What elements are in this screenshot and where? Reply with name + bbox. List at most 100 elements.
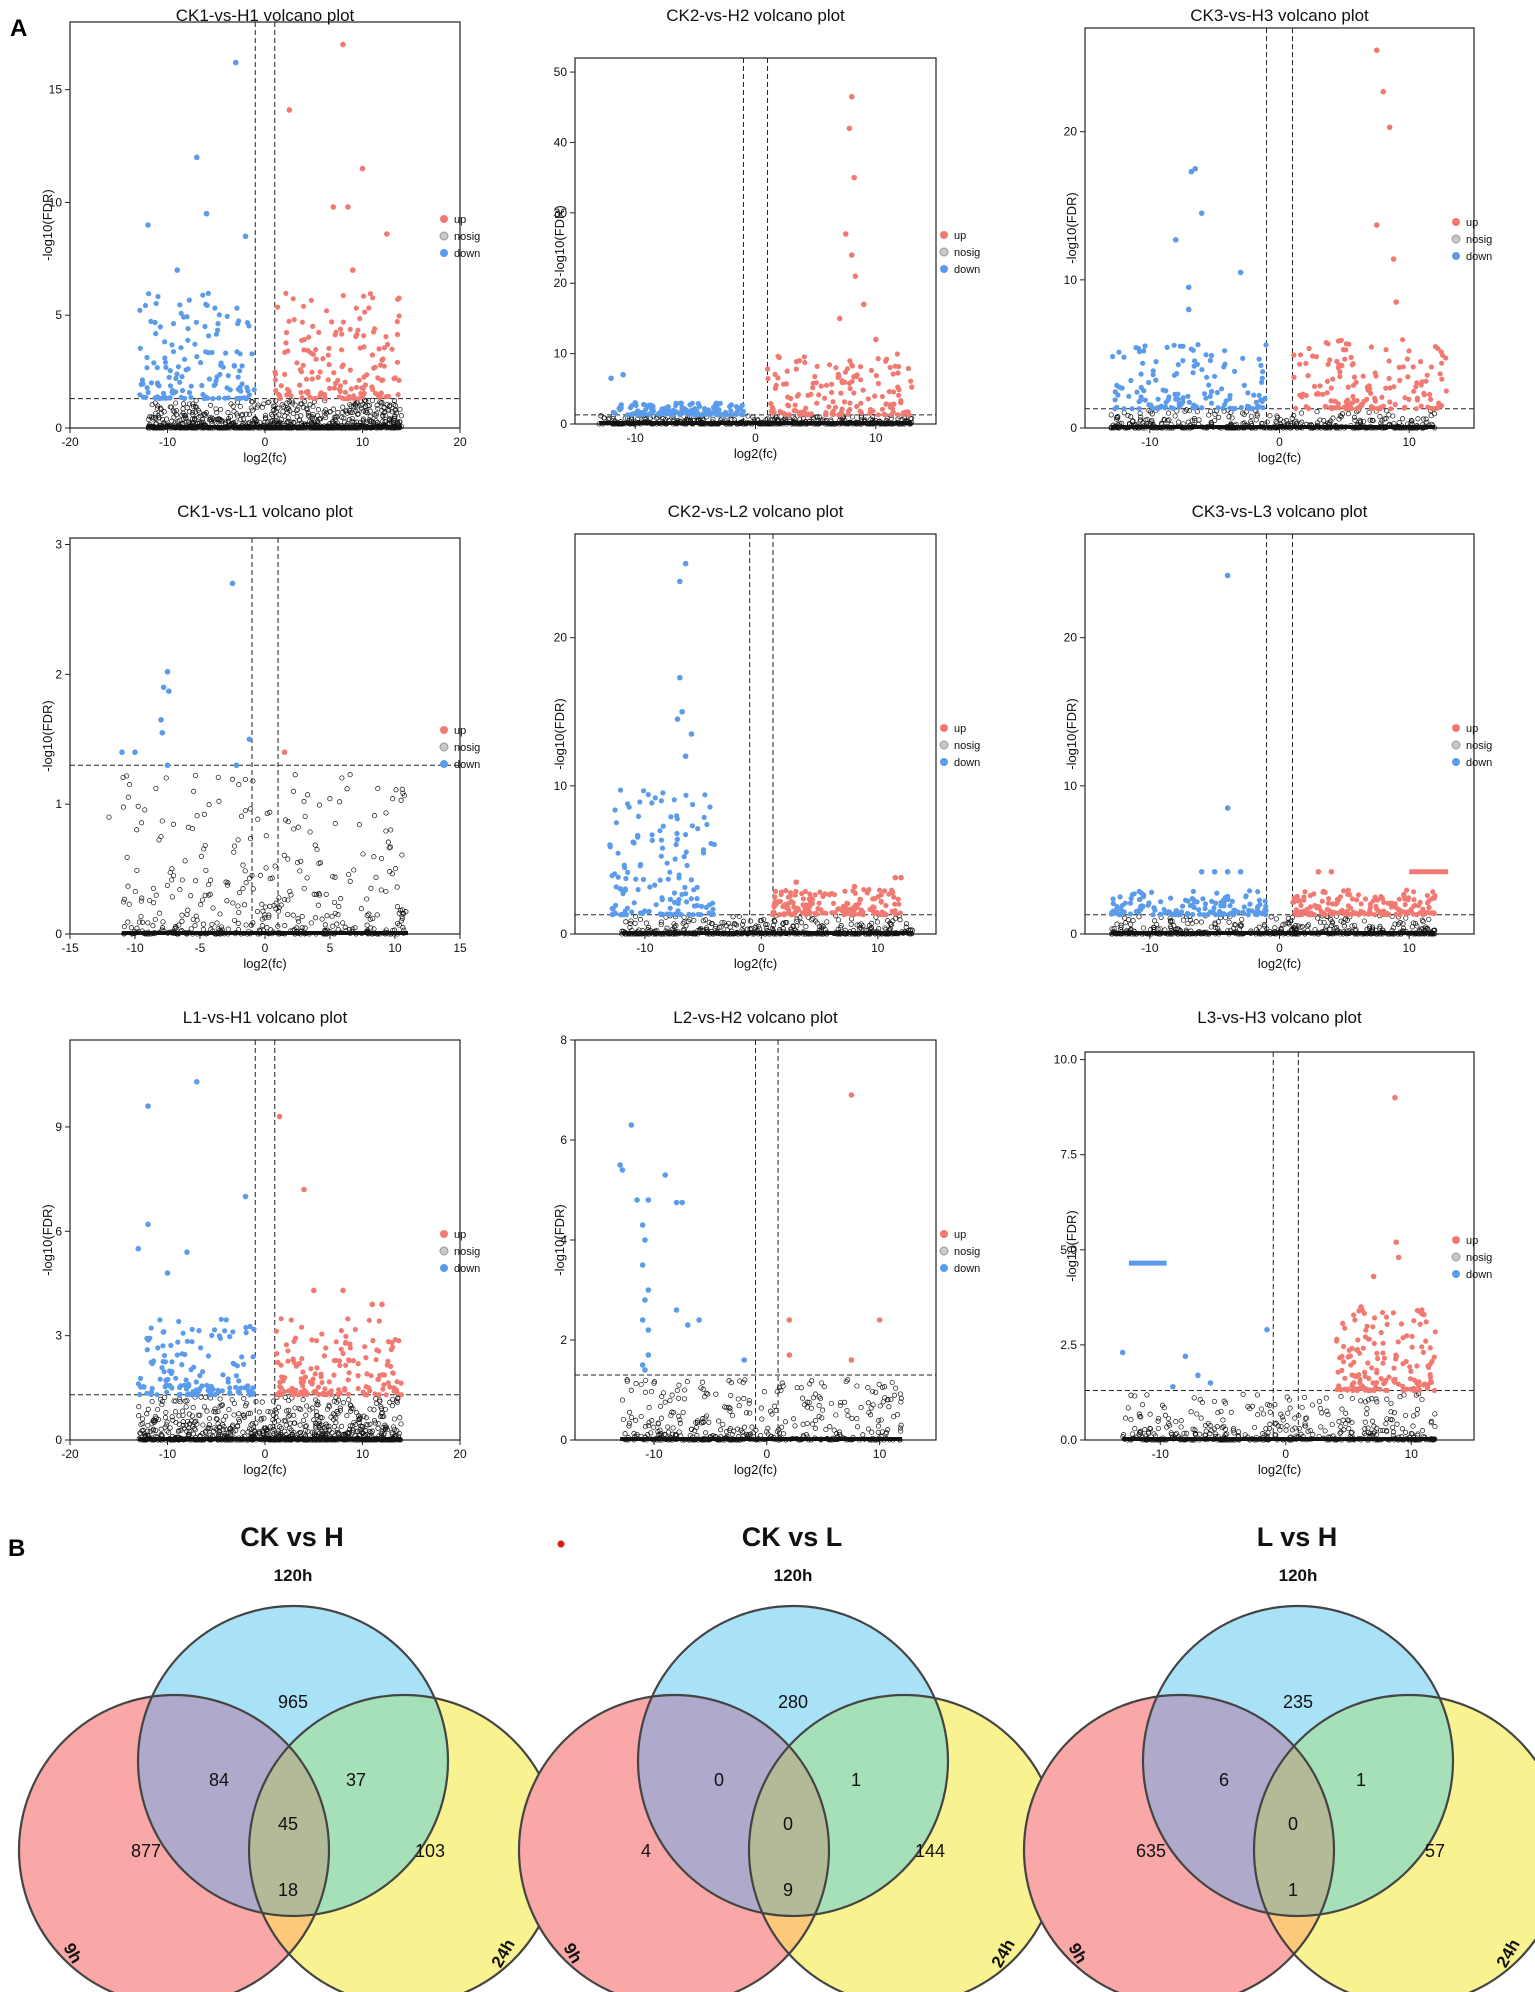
nosig-point [267,903,273,909]
nosig-point [299,914,305,920]
nosig-point [382,412,388,419]
down-point [1263,342,1269,348]
up-point [1335,365,1341,371]
down-point [1128,377,1134,384]
down-point [677,674,683,681]
up-point [1353,379,1359,385]
down-point [1119,385,1125,391]
up-point [867,410,873,416]
down-point [658,798,665,804]
down-point [637,910,644,916]
down-point [232,59,239,66]
nosig-point [380,418,386,425]
up-point [1408,906,1414,913]
nosig-point [1304,923,1310,929]
nosig-point [248,922,254,928]
nosig-point [344,786,350,792]
down-point [1259,375,1265,381]
nosig-point [237,403,243,410]
up-point [310,351,316,357]
nosig-point [295,824,301,830]
up-point [333,380,339,386]
down-point [674,716,681,722]
down-point [710,404,717,411]
nosig-point [199,416,206,423]
nosig-point [306,414,312,420]
down-point [701,406,708,412]
up-point [765,366,771,372]
legend-marker-nosig [439,231,449,241]
down-point [1162,910,1168,916]
nosig-point [1189,920,1195,926]
up-point [1338,909,1344,915]
nosig-point [241,902,248,908]
nosig-point [197,1412,203,1418]
nosig-point [1342,916,1348,922]
nosig-point [1268,914,1274,920]
nosig-point [1240,410,1246,416]
nosig-point [160,919,166,925]
nosig-point [305,413,311,419]
nosig-point [266,399,272,405]
down-point [684,862,690,869]
up-point [889,887,895,893]
nosig-point [1114,416,1120,423]
down-point [619,911,625,918]
nosig-point [253,1420,259,1426]
nosig-point [327,796,333,802]
down-point [643,407,649,413]
nosig-point [276,412,282,418]
down-point [628,412,635,418]
nosig-point [810,916,816,922]
nosig-point [249,873,255,879]
down-point [652,795,658,801]
nosig-point [383,888,389,895]
nosig-point [268,412,274,418]
up-point [777,898,784,905]
nosig-point [209,921,215,927]
nosig-point [394,884,400,890]
nosig-point [297,868,303,874]
down-point [193,154,200,161]
down-point [657,877,663,883]
down-point [1188,168,1195,175]
up-point [849,363,856,369]
up-point [801,354,807,360]
nosig-point [203,867,209,873]
down-point [704,821,710,828]
nosig-point [1154,921,1160,928]
nosig-point [246,1426,253,1432]
nosig-point [217,911,223,917]
nosig-point [1281,419,1287,425]
up-point [1383,347,1389,353]
down-point [1191,363,1197,369]
down-point [635,832,641,839]
down-point [631,900,637,906]
nosig-point [301,885,307,892]
down-point [658,837,665,843]
nosig-point [1128,921,1134,927]
y-axis-label: -log10(FDR) [552,698,567,770]
nosig-point [1226,414,1232,420]
nosig-point [1238,923,1244,929]
up-point [836,906,842,912]
nosig-point [858,925,864,931]
down-point [215,327,221,333]
nosig-point [236,782,242,788]
down-point [1185,306,1192,313]
x-tick-label: 0 [262,435,269,449]
up-point [1411,388,1417,394]
up-point [1430,889,1436,895]
up-point [875,380,882,387]
up-point [888,412,895,418]
up-point [1295,898,1301,904]
nosig-point [199,897,206,903]
nosig-point [214,920,220,926]
nosig-point [254,418,260,424]
nosig-point [309,414,315,420]
up-point [1302,889,1308,895]
up-point [790,900,796,906]
up-point [851,883,858,890]
down-point [251,387,257,393]
down-point [1180,903,1186,909]
